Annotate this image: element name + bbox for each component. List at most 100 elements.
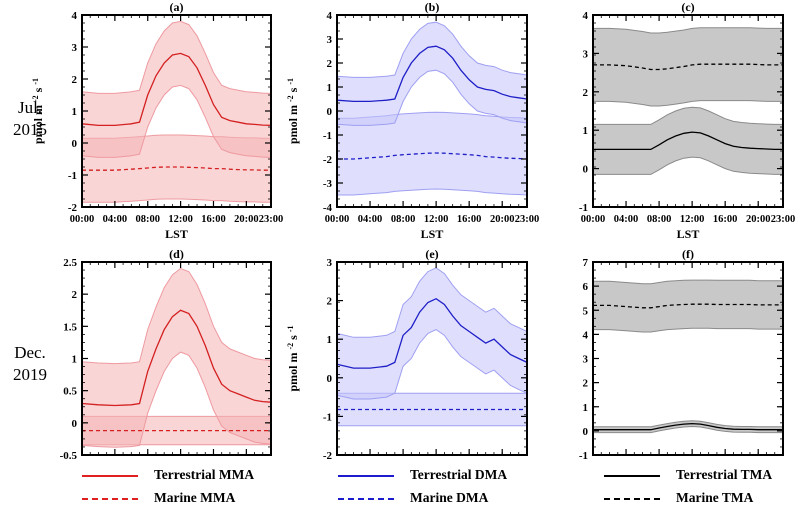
x-tick-label: 23:00 (259, 214, 284, 225)
band-lower-edge (336, 329, 528, 400)
y-axis-title: pmol m -2 s -1 (286, 325, 301, 391)
y-tick-label: 3 (327, 257, 333, 269)
x-tick-label: 08:00 (135, 214, 160, 225)
y-tick-label: 4 (583, 10, 589, 22)
series-line-terrestrial-mma (81, 52, 272, 127)
y-tick-label: 2.5 (63, 257, 77, 269)
panel-label: (e) (425, 247, 438, 261)
band-lower-edge (593, 327, 783, 333)
x-tick-label: 00:00 (70, 214, 95, 225)
band-upper-edge (336, 267, 528, 338)
y-tick-label: -1 (579, 202, 588, 214)
y-tick-label: -2 (323, 154, 333, 166)
x-tick-label: 08:00 (647, 214, 672, 225)
y-tick-label: 3 (327, 34, 333, 46)
x-axis-title: LST (165, 227, 188, 241)
legend-line-solid-red (82, 475, 138, 477)
chart-panel-6: -10123456700:0004:0008:0012:0016:0020:00… (579, 247, 784, 461)
y-tick-label: -1 (323, 130, 332, 142)
band-lower-edge (593, 100, 783, 107)
y-tick-label: 2 (327, 296, 333, 308)
legend-label: Terrestrial MMA (154, 467, 255, 482)
band-upper-edge (81, 20, 272, 94)
band-lower-edge (336, 69, 528, 126)
y-tick-label: 2 (327, 58, 333, 70)
y-tick-label: 5 (583, 305, 589, 317)
x-tick-label: 20:00 (490, 214, 515, 225)
row-label-jul-2015: Jul. 2015 (0, 97, 60, 141)
band-lower-edge (81, 84, 272, 158)
y-tick-label: 7 (583, 257, 589, 269)
y-tick-label: 0.5 (63, 386, 77, 398)
chart-panel-4: -0.500.511.522.500:0004:0008:0012:0016:0… (60, 247, 272, 461)
band-upper-edge (593, 420, 783, 428)
x-axis-title: LST (677, 227, 700, 241)
y-tick-label: 2 (583, 87, 589, 99)
y-tick-label: 4 (327, 10, 333, 22)
y-axis-title: pmol m -2 s -1 (286, 78, 301, 144)
x-tick-label: 04:00 (103, 214, 128, 225)
row-label-month: Jul. (17, 98, 43, 117)
series-line-marine-tma (593, 63, 783, 71)
band-lower-edge (593, 156, 783, 175)
x-tick-label: 20:00 (746, 214, 771, 225)
legend-line-solid-black (604, 475, 660, 477)
legend-label: Terrestrial TMA (676, 467, 773, 482)
x-tick-label: 23:00 (515, 214, 540, 225)
x-tick-label: 12:00 (168, 214, 193, 225)
x-tick-label: 12:00 (424, 214, 449, 225)
y-tick-label: 2 (72, 74, 78, 86)
band-terrestrial-tma (593, 107, 783, 175)
legend-label: Terrestrial DMA (410, 467, 508, 482)
y-tick-label: 1 (327, 334, 333, 346)
series-line-marine-tma (593, 303, 783, 309)
row-label-year: 2019 (13, 365, 47, 384)
y-tick-label: 2 (72, 289, 78, 301)
series-line-terrestrial-tma (593, 422, 783, 431)
y-tick-label: 0 (327, 106, 333, 118)
y-tick-label: -1 (579, 450, 588, 461)
series-line-marine-dma (337, 152, 528, 160)
x-tick-label: 00:00 (325, 214, 350, 225)
y-axis-title: pmol m -2 s -1 (31, 78, 46, 144)
panel-label: (c) (681, 0, 694, 14)
series-line-terrestrial-tma (593, 131, 783, 151)
y-tick-label: -4 (323, 202, 333, 214)
panel-label: (a) (170, 0, 184, 14)
band-lower-edge (337, 188, 528, 196)
x-tick-label: 23:00 (771, 214, 796, 225)
legend-line-dashed-blue (338, 498, 394, 500)
legend-line-dashed-black (604, 498, 660, 500)
y-tick-label: 3 (583, 48, 589, 60)
panel-label: (d) (169, 247, 184, 261)
x-tick-label: 16:00 (457, 214, 482, 225)
y-tick-label: 0 (72, 418, 78, 430)
chart-panel-1: -2 -1 0 1 2 3 4 00:00 04:00 08:00 12:00 16:00 20:00 2… (31, 0, 284, 241)
series-line-terrestrial-dma (336, 297, 528, 369)
series-line-marine-mma (82, 166, 271, 171)
y-tick-label: 1 (72, 106, 78, 118)
y-tick-label: -2 (68, 202, 78, 214)
series-line-terrestrial-dma (336, 45, 528, 103)
row-label-month: Dec. (14, 343, 46, 362)
chart-panel-3: -1 0 1 2 3 4 00:00 04:00 08:00 12:00 16:00 20:00 23:… (579, 0, 795, 241)
legend-line-solid-blue (338, 475, 394, 477)
x-tick-label: 12:00 (680, 214, 705, 225)
band-lower-edge (81, 351, 272, 448)
x-tick-label: 16:00 (713, 214, 738, 225)
series-line-terrestrial-mma (81, 309, 272, 407)
y-tick-label: -2 (323, 450, 333, 461)
y-tick-label: -1 (323, 411, 332, 423)
legend-line-dashed-red (82, 498, 138, 500)
band-marine-tma (593, 280, 783, 332)
band-upper-edge (81, 267, 272, 365)
row-label-dec-2019: Dec. 2019 (0, 342, 60, 386)
y-tick-label: -3 (323, 178, 333, 190)
band-terrestrial-mma (82, 268, 271, 448)
legend-label: Marine TMA (676, 490, 754, 505)
y-tick-label: 3 (583, 354, 589, 366)
y-tick-label: 1 (327, 82, 333, 94)
legend-label: Marine DMA (410, 490, 489, 505)
y-tick-label: -0.5 (60, 450, 78, 461)
